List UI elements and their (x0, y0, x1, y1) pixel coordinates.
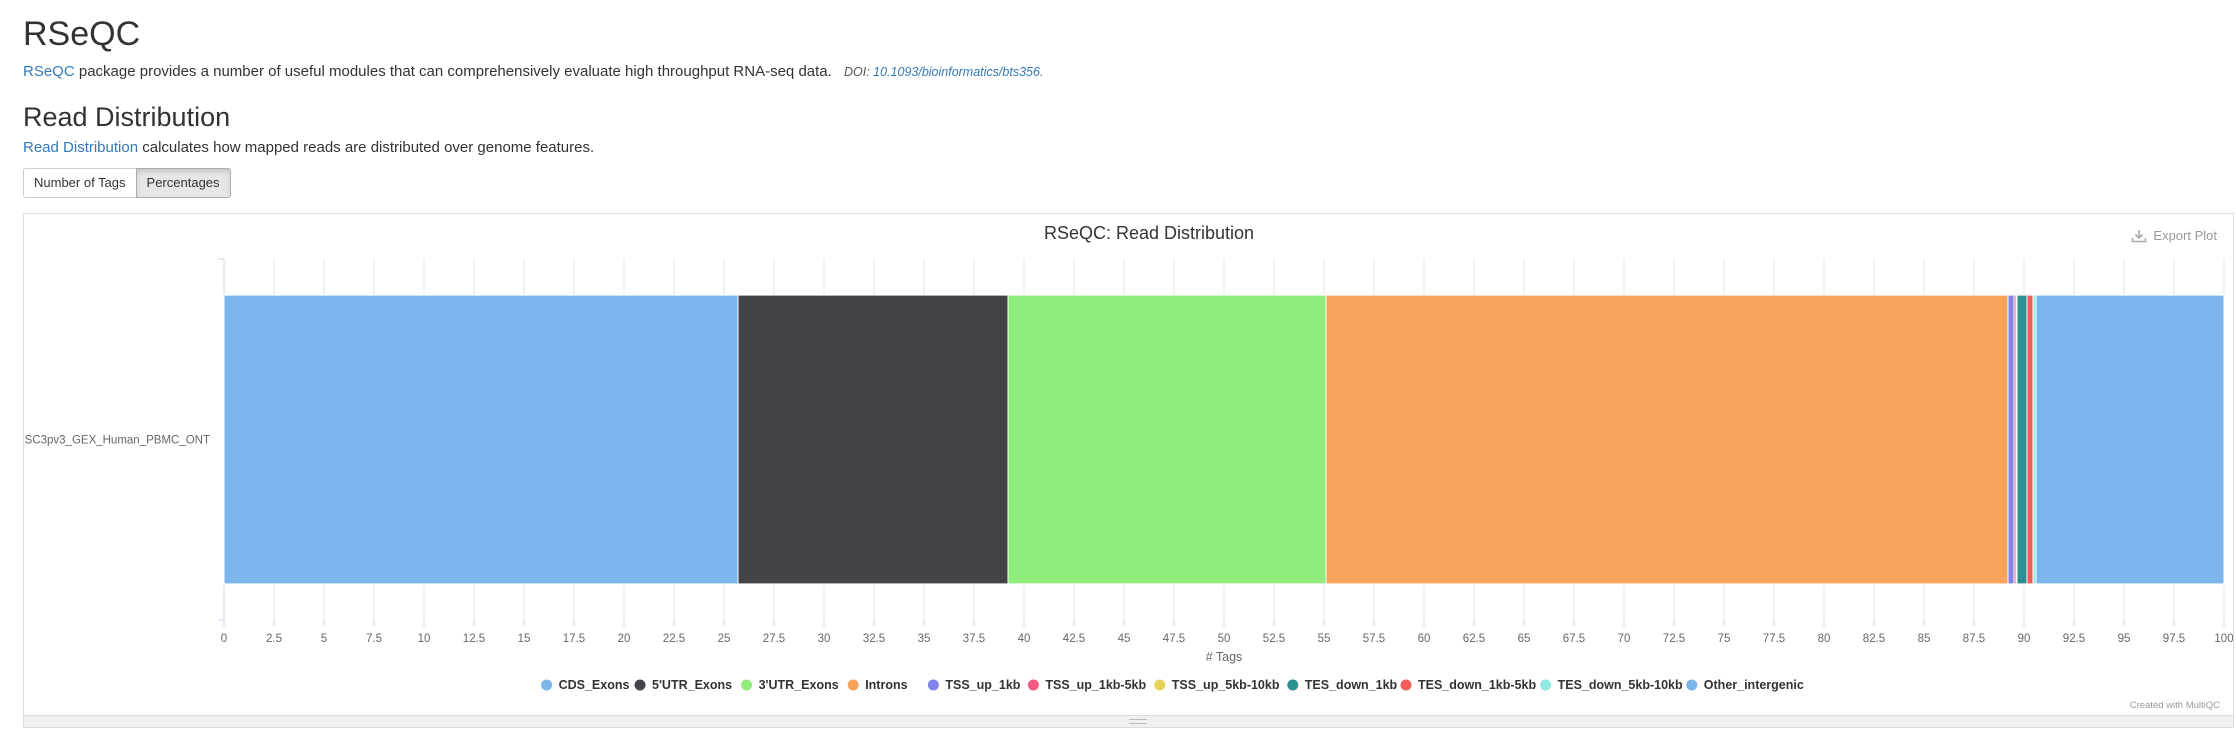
legend-item: TSS_up_1kb-5kb (1045, 678, 1146, 692)
x-tick-label: 10 (418, 633, 431, 645)
legend-item: TES_down_5kb-10kb (1558, 678, 1683, 692)
bar-segment (1325, 294, 2009, 585)
x-tick-label: 0 (221, 633, 227, 645)
x-tick-label: 15 (518, 633, 531, 645)
bar-segment (2026, 294, 2034, 585)
bar-segment (2035, 294, 2225, 585)
legend-marker (1027, 679, 1039, 691)
x-tick-label: 52.5 (1263, 633, 1285, 645)
bar-segment (2007, 294, 2015, 585)
x-tick-label: 25 (718, 633, 731, 645)
chart-title: RSeQC: Read Distribution (1044, 223, 1254, 243)
legend-marker (634, 679, 646, 691)
legend-marker (541, 679, 553, 691)
legend-marker (741, 679, 753, 691)
x-tick-label: 5 (321, 633, 327, 645)
doi-end: . (1039, 65, 1044, 79)
x-tick-label: 47.5 (1163, 633, 1185, 645)
x-tick-label: 55 (1318, 633, 1331, 645)
x-tick-label: 50 (1218, 633, 1231, 645)
x-tick-label: 17.5 (563, 633, 585, 645)
intro-text: RSeQC package provides a number of usefu… (23, 62, 1043, 82)
section-description: Read Distribution calculates how mapped … (23, 138, 594, 158)
rseqc-link[interactable]: RSeQC (23, 63, 75, 80)
x-tick-label: 67.5 (1563, 633, 1585, 645)
x-tick-label: 37.5 (963, 633, 985, 645)
x-tick-label: 62.5 (1463, 633, 1485, 645)
legend-item: Other_intergenic (1704, 678, 1804, 692)
intro-description: package provides a number of useful modu… (74, 63, 832, 80)
x-tick-label: 95 (2118, 633, 2131, 645)
x-tick-label: 30 (818, 633, 831, 645)
page-title: RSeQC (23, 15, 141, 53)
plot-container: Export Plot RSeQC: Read Distribution 0 2.5… (23, 213, 2234, 716)
bar-segment (2016, 294, 2028, 585)
download-icon (2132, 229, 2147, 242)
legend-item: CDS_Exons (559, 678, 630, 692)
legend-marker (1540, 679, 1552, 691)
section-title: Read Distribution (23, 102, 231, 132)
percentages-button[interactable]: Percentages (135, 168, 231, 198)
x-tick-label: 85 (1918, 633, 1931, 645)
x-tick-label: 75 (1718, 633, 1731, 645)
legend-marker (1287, 679, 1299, 691)
doi: DOI: 10.1093/bioinformatics/bts356. (844, 65, 1043, 79)
credit-text: Created with MultiQC (2130, 700, 2220, 711)
legend-marker (1686, 679, 1698, 691)
x-tick-label: 7.5 (366, 633, 382, 645)
legend-marker (1154, 679, 1166, 691)
x-tick-label: 40 (1018, 633, 1031, 645)
doi-label: DOI: (843, 65, 874, 79)
x-tick-label: 22.5 (663, 633, 685, 645)
export-plot-button[interactable]: Export Plot (2131, 228, 2217, 243)
category-label: SC3pv3_GEX_Human_PBMC_ONT (25, 435, 210, 447)
read-distribution-link[interactable]: Read Distribution (23, 139, 139, 156)
bar-segment (737, 294, 1009, 585)
x-tick-label: 45 (1118, 633, 1131, 645)
x-tick-label: 65 (1518, 633, 1531, 645)
plot-toggle-group: Number of Tags Percentages (23, 168, 231, 198)
x-tick-label: 2.5 (266, 633, 282, 645)
x-tick-label: 27.5 (763, 633, 785, 645)
x-tick-label: 97.5 (2163, 633, 2185, 645)
x-tick-label: 77.5 (1763, 633, 1785, 645)
legend-marker (1400, 679, 1412, 691)
legend-item: 5'UTR_Exons (652, 678, 732, 692)
doi-link[interactable]: 10.1093/bioinformatics/bts356 (873, 65, 1040, 79)
x-tick-label: 72.5 (1663, 633, 1685, 645)
x-tick-label: 12.5 (463, 633, 485, 645)
legend-item: TES_down_1kb-5kb (1418, 678, 1536, 692)
legend-item: TES_down_1kb (1305, 678, 1398, 692)
bar-segment (223, 294, 739, 585)
x-tick-label: 92.5 (2063, 633, 2085, 645)
x-tick-label: 32.5 (863, 633, 885, 645)
x-tick-label: 80 (1818, 633, 1831, 645)
x-tick-label: 35 (918, 633, 931, 645)
x-tick-label: 42.5 (1063, 633, 1085, 645)
x-tick-label: 70 (1618, 633, 1631, 645)
x-tick-label: 100 (2214, 633, 2233, 645)
x-axis-label: # Tags (1206, 650, 1243, 664)
legend-item: 3'UTR_Exons (759, 678, 839, 692)
export-plot-label: Export Plot (2153, 228, 2217, 243)
bar-segment (1007, 294, 1327, 585)
x-tick-label: 60 (1418, 633, 1431, 645)
legend-marker (847, 679, 859, 691)
section-description-text: calculates how mapped reads are distribu… (138, 139, 595, 156)
legend-item: TSS_up_1kb (945, 678, 1020, 692)
x-tick-label: 20 (618, 633, 631, 645)
number-of-tags-button[interactable]: Number of Tags (23, 168, 137, 198)
x-tick-label: 82.5 (1863, 633, 1885, 645)
grip-icon (1129, 719, 1147, 724)
legend-item: Introns (865, 678, 907, 692)
legend-item: TSS_up_5kb-10kb (1172, 678, 1280, 692)
legend-marker (927, 679, 939, 691)
x-tick-label: 87.5 (1963, 633, 1985, 645)
x-tick-label: 90 (2018, 633, 2031, 645)
x-tick-label: 57.5 (1363, 633, 1385, 645)
plot-resize-handle[interactable] (23, 716, 2234, 728)
